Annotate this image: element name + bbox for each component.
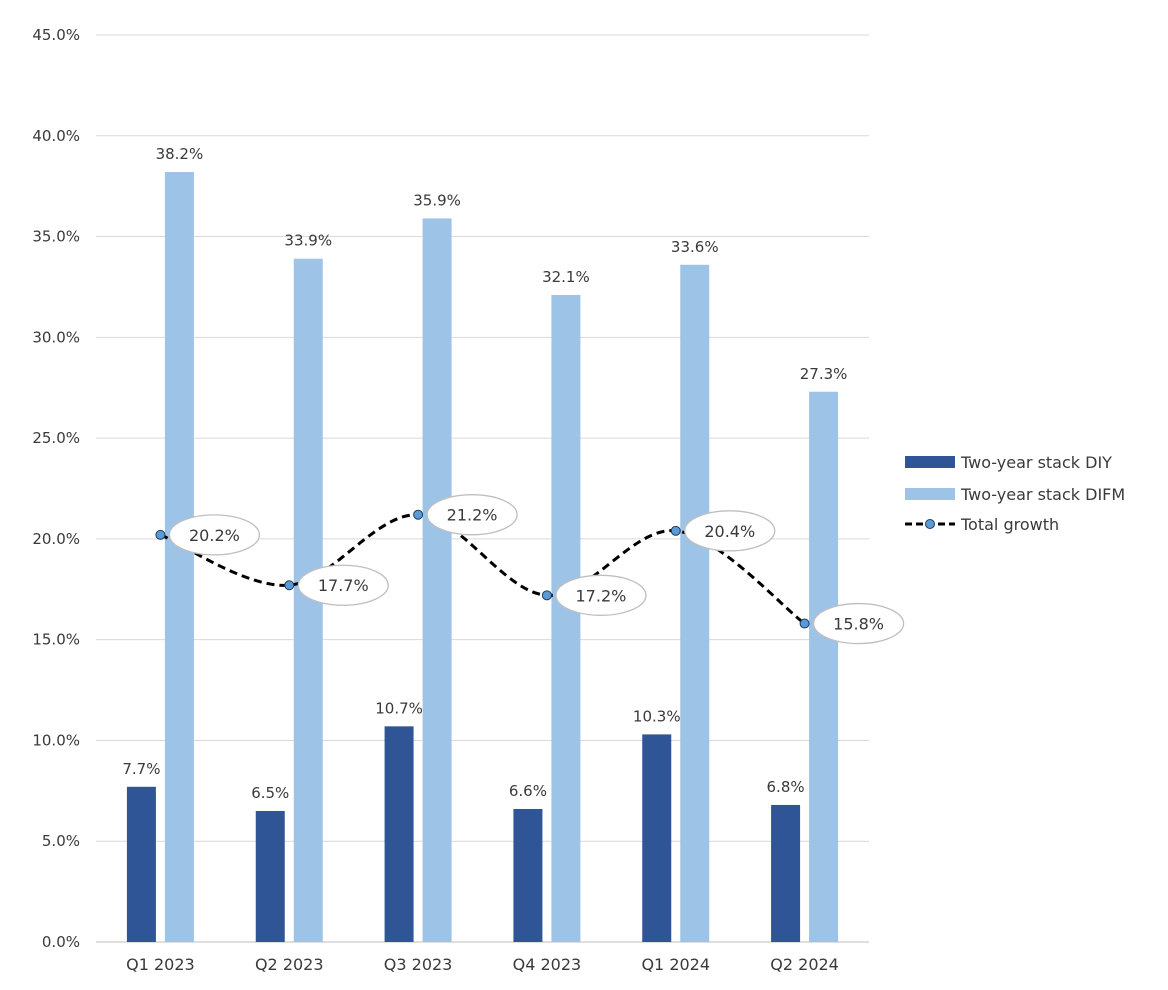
x-category-label: Q2 2024	[770, 955, 839, 974]
line-data-label: 20.4%	[704, 522, 755, 541]
bar-data-label: 10.7%	[375, 699, 423, 717]
gridlines	[96, 34, 869, 943]
legend-marker-total-growth	[925, 519, 935, 529]
bar	[422, 218, 452, 943]
callout-bubble	[684, 510, 776, 552]
bar-data-label: 6.6%	[509, 782, 547, 800]
y-tick-label: 5.0%	[42, 832, 80, 850]
x-category-label: Q2 2023	[255, 955, 324, 974]
callout-bubble	[555, 574, 647, 616]
line-point	[413, 509, 424, 520]
line-point	[284, 580, 295, 591]
x-category-label: Q1 2024	[641, 955, 710, 974]
bar	[255, 810, 285, 942]
x-category-label: Q4 2023	[513, 955, 582, 974]
y-tick-label: 45.0%	[32, 26, 80, 44]
y-tick-label: 40.0%	[32, 127, 80, 145]
bar-data-label: 32.1%	[542, 268, 590, 286]
bar	[126, 786, 156, 942]
y-tick-label: 20.0%	[32, 530, 80, 548]
bar	[771, 804, 801, 942]
y-axis-tick-labels: 0.0% 5.0% 10.0% 15.0% 20.0% 25.0% 30.0% 35.0% 40…	[32, 26, 80, 951]
legend-swatch-difm	[905, 488, 955, 500]
legend: Two-year stack DIY Two-year stack DIFM T…	[905, 453, 1125, 534]
y-tick-label: 30.0%	[32, 328, 80, 346]
bar-data-label: 6.8%	[767, 778, 805, 796]
x-axis-category-labels: Q1 2023 Q2 2023 Q3 2023 Q4 2023 Q1 2024 Q2 20…	[126, 955, 839, 974]
bar	[680, 264, 710, 943]
callout-bubble	[297, 564, 389, 606]
line-data-callouts: 20.2% 17.7% 21.2% 17.2% 20.4% 15.8%	[168, 494, 905, 645]
bar	[164, 172, 194, 942]
y-tick-label: 35.0%	[32, 228, 80, 246]
y-tick-label: 15.0%	[32, 631, 80, 649]
legend-item-total-growth: Total growth	[905, 515, 1059, 534]
bar-data-label: 6.5%	[251, 784, 289, 802]
line-data-label: 17.2%	[576, 586, 627, 605]
callout-bubble	[812, 602, 905, 645]
y-tick-label: 10.0%	[32, 731, 80, 749]
legend-item-diy: Two-year stack DIY	[905, 453, 1112, 472]
bar	[809, 391, 839, 943]
legend-swatch-diy	[905, 456, 955, 468]
legend-label-total-growth: Total growth	[960, 515, 1059, 534]
bars	[126, 172, 839, 943]
x-category-label: Q3 2023	[384, 955, 453, 974]
line-point	[155, 529, 166, 540]
bar	[513, 808, 543, 942]
bar-data-label: 33.6%	[671, 238, 719, 256]
line-data-label: 20.2%	[189, 526, 240, 545]
bar-data-labels: 7.7% 38.2% 6.5% 33.9% 10.7% 35.9% 6.6% 32.1% 10.…	[122, 145, 847, 802]
bar-data-label: 38.2%	[156, 145, 204, 163]
line-point	[541, 590, 552, 601]
legend-label-diy: Two-year stack DIY	[960, 453, 1112, 472]
bar	[384, 726, 414, 942]
line-point	[670, 525, 681, 536]
bar	[642, 734, 672, 942]
legend-item-difm: Two-year stack DIFM	[905, 485, 1125, 504]
line-data-label: 17.7%	[318, 576, 369, 595]
y-tick-label: 0.0%	[42, 933, 80, 951]
callout-bubble	[168, 514, 261, 556]
bar	[551, 295, 581, 942]
bar-data-label: 7.7%	[122, 760, 160, 778]
bar-data-label: 10.3%	[633, 707, 681, 725]
legend-label-difm: Two-year stack DIFM	[960, 485, 1125, 504]
y-tick-label: 25.0%	[32, 429, 80, 447]
line-point	[799, 618, 810, 629]
line-data-label: 15.8%	[833, 615, 884, 634]
x-category-label: Q1 2023	[126, 955, 195, 974]
bar-data-label: 27.3%	[800, 365, 848, 383]
callout-bubble	[426, 494, 518, 536]
line-data-label: 21.2%	[447, 506, 498, 525]
bar-data-label: 35.9%	[413, 191, 461, 209]
bar-data-label: 33.9%	[284, 232, 332, 250]
